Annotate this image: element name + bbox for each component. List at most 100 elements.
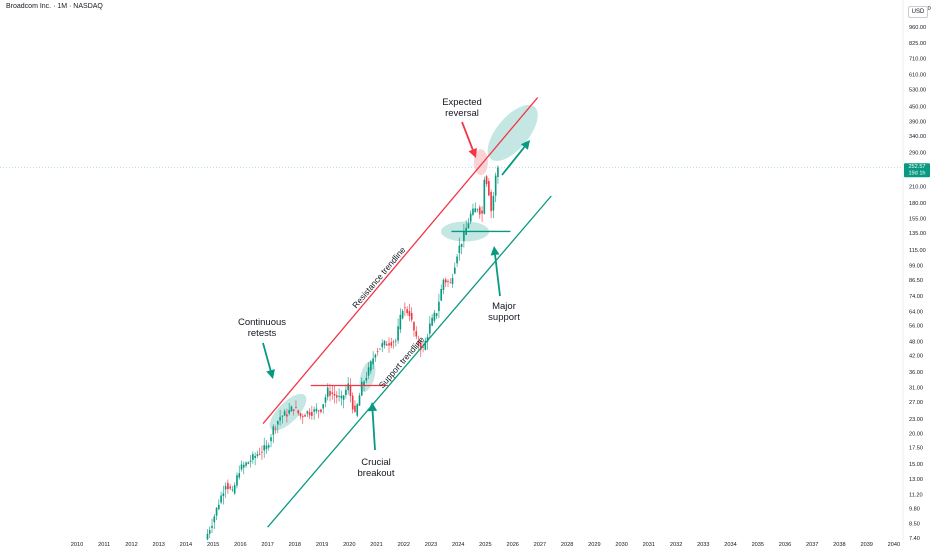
price-tick-label: 23.00 xyxy=(909,417,923,423)
resistance-trendline[interactable] xyxy=(262,97,539,424)
candle xyxy=(424,337,427,351)
currency-button[interactable]: USD xyxy=(908,6,928,18)
candle xyxy=(367,362,370,379)
candle xyxy=(336,391,338,404)
candle xyxy=(340,390,343,406)
price-tick-label: 56.00 xyxy=(909,323,923,329)
candle xyxy=(222,485,225,505)
candle xyxy=(349,378,352,403)
candle xyxy=(315,403,318,414)
expected-reversal-note: Expected reversal xyxy=(442,97,482,119)
resistance-trendline-label: Resistance trendline xyxy=(350,245,407,311)
candle xyxy=(267,442,270,451)
candle xyxy=(365,371,368,384)
candle xyxy=(417,335,420,350)
candle xyxy=(288,403,290,416)
candle xyxy=(290,405,293,412)
support-arrow xyxy=(490,246,501,297)
candle xyxy=(360,377,363,396)
trendlines xyxy=(262,97,552,528)
price-tick-label: 290.00 xyxy=(909,151,926,157)
time-tick-label: 2016 xyxy=(234,542,246,548)
candle xyxy=(338,388,340,402)
time-tick-label: 2024 xyxy=(452,542,464,548)
current-price-tag: 252.57 19d 1h xyxy=(904,163,930,178)
symbol-title: Broadcom Inc. · 1M · NASDAQ xyxy=(6,3,103,10)
candle xyxy=(483,176,486,215)
price-tick-label: 180.00 xyxy=(909,201,926,207)
candle xyxy=(333,386,336,404)
candle xyxy=(383,340,386,349)
candle xyxy=(433,309,436,323)
annotation-arrows xyxy=(262,121,530,451)
candle xyxy=(444,277,447,288)
price-tick-label: 9.80 xyxy=(909,507,920,513)
candle xyxy=(385,340,388,346)
candle xyxy=(331,385,334,400)
candle xyxy=(272,424,275,444)
price-tick-label: 450.00 xyxy=(909,105,926,111)
time-tick-label: 2018 xyxy=(289,542,301,548)
candle xyxy=(358,392,361,406)
breakout-arrow xyxy=(368,402,378,451)
price-axis: 1,150.00960.00825.00710.00610.00530.0045… xyxy=(909,6,931,542)
target-arrow xyxy=(501,140,530,176)
candle xyxy=(374,353,377,362)
candle xyxy=(227,479,229,494)
candle xyxy=(252,451,254,464)
candle xyxy=(395,338,397,347)
candle xyxy=(292,409,295,416)
continuous-retests-note: Continuous retests xyxy=(237,317,287,339)
candle xyxy=(351,392,354,414)
candle xyxy=(497,165,499,184)
price-tick-label: 42.00 xyxy=(909,354,923,360)
candle xyxy=(279,409,281,426)
price-tick-label: 27.00 xyxy=(909,400,923,406)
price-tick-label: 15.00 xyxy=(909,462,923,468)
time-tick-label: 2017 xyxy=(261,542,273,548)
support-trendline[interactable] xyxy=(267,195,552,528)
candle xyxy=(474,202,477,213)
major-support-note: Major support xyxy=(488,301,520,323)
retest-zone xyxy=(269,393,307,431)
price-tick-label: 155.00 xyxy=(909,217,926,223)
candle xyxy=(440,284,443,301)
price-tick-label: 210.00 xyxy=(909,185,926,191)
candle xyxy=(494,172,497,203)
candle xyxy=(401,309,404,320)
price-tick-label: 710.00 xyxy=(909,57,926,63)
price-tick-label: 11.20 xyxy=(909,493,923,499)
time-tick-label: 2014 xyxy=(180,542,192,548)
candle xyxy=(320,408,322,414)
candle xyxy=(413,321,415,337)
candle xyxy=(208,526,211,539)
candle xyxy=(410,307,413,323)
candle xyxy=(438,293,440,319)
candle xyxy=(488,178,490,197)
price-tick-label: 86.50 xyxy=(909,278,923,284)
time-axis: 2010 2011 2012 2013 2014 2015 2016 2017 2018 2019… xyxy=(71,542,900,548)
candle xyxy=(249,454,252,468)
candle xyxy=(408,303,411,322)
candle xyxy=(370,359,372,374)
candle xyxy=(297,409,300,416)
candle xyxy=(311,405,313,420)
time-tick-label: 2031 xyxy=(643,542,655,548)
candle xyxy=(454,262,456,275)
time-tick-label: 2010 xyxy=(71,542,83,548)
candle xyxy=(379,348,381,350)
candle xyxy=(390,337,393,349)
candle xyxy=(456,253,458,268)
candle xyxy=(324,394,327,408)
time-tick-label: 2013 xyxy=(152,542,164,548)
candle xyxy=(220,491,222,505)
candle xyxy=(299,412,302,420)
time-tick-label: 2038 xyxy=(833,542,845,548)
time-tick-label: 2027 xyxy=(534,542,546,548)
highlight-zones xyxy=(269,104,538,431)
candle xyxy=(295,400,297,409)
candle xyxy=(406,306,408,316)
candle xyxy=(463,223,465,248)
candle xyxy=(286,408,288,423)
